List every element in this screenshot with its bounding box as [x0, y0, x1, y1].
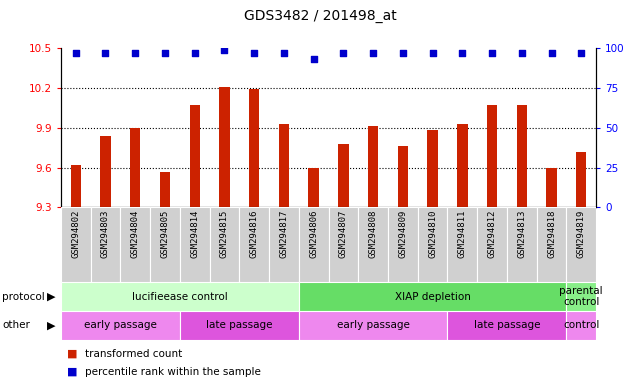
Point [190, 50, 200, 56]
Text: ■: ■ [67, 349, 78, 359]
Bar [477, 207, 507, 282]
Point [487, 50, 497, 56]
Bar [299, 311, 447, 340]
Bar [358, 207, 388, 282]
Bar [299, 207, 328, 282]
Bar [61, 207, 90, 282]
Bar [61, 311, 180, 340]
Bar [328, 207, 358, 282]
Text: control: control [563, 320, 599, 331]
Bar [388, 207, 418, 282]
Bar [279, 124, 289, 207]
Text: GSM294806: GSM294806 [309, 210, 318, 258]
Bar [428, 130, 438, 207]
Text: GSM294810: GSM294810 [428, 210, 437, 258]
Text: lucifieease control: lucifieease control [132, 291, 228, 302]
Bar [150, 207, 180, 282]
Bar [239, 207, 269, 282]
Text: GSM294815: GSM294815 [220, 210, 229, 258]
Point [368, 50, 378, 56]
Bar [447, 311, 567, 340]
Bar [308, 167, 319, 207]
Bar [210, 207, 239, 282]
Bar [457, 124, 467, 207]
Bar [61, 282, 299, 311]
Bar [567, 311, 596, 340]
Point [338, 50, 349, 56]
Text: GSM294803: GSM294803 [101, 210, 110, 258]
Point [101, 50, 111, 56]
Point [397, 50, 408, 56]
Text: GSM294805: GSM294805 [160, 210, 169, 258]
Point [457, 50, 467, 56]
Text: early passage: early passage [84, 320, 157, 331]
Text: GDS3482 / 201498_at: GDS3482 / 201498_at [244, 8, 397, 23]
Bar [507, 207, 537, 282]
Text: GSM294813: GSM294813 [517, 210, 526, 258]
Text: parental
control: parental control [560, 286, 603, 308]
Text: GSM294811: GSM294811 [458, 210, 467, 258]
Bar [71, 165, 81, 207]
Text: GSM294816: GSM294816 [250, 210, 259, 258]
Bar [537, 207, 567, 282]
Bar [100, 136, 111, 207]
Bar [487, 105, 497, 207]
Bar [418, 207, 447, 282]
Text: GSM294804: GSM294804 [131, 210, 140, 258]
Bar [180, 311, 299, 340]
Text: ■: ■ [67, 367, 78, 377]
Bar [90, 207, 121, 282]
Text: GSM294817: GSM294817 [279, 210, 288, 258]
Bar [190, 105, 200, 207]
Text: late passage: late passage [474, 320, 540, 331]
Bar [180, 207, 210, 282]
Text: GSM294808: GSM294808 [369, 210, 378, 258]
Bar [517, 105, 527, 207]
Text: early passage: early passage [337, 320, 410, 331]
Point [249, 50, 260, 56]
Text: GSM294818: GSM294818 [547, 210, 556, 258]
Text: GSM294809: GSM294809 [398, 210, 407, 258]
Bar [299, 282, 567, 311]
Point [428, 50, 438, 56]
Point [308, 56, 319, 62]
Bar [576, 152, 587, 207]
Text: GSM294819: GSM294819 [577, 210, 586, 258]
Text: percentile rank within the sample: percentile rank within the sample [85, 367, 261, 377]
Text: late passage: late passage [206, 320, 272, 331]
Bar [397, 146, 408, 207]
Text: protocol: protocol [2, 291, 45, 302]
Bar [130, 127, 140, 207]
Text: transformed count: transformed count [85, 349, 183, 359]
Bar [546, 167, 557, 207]
Point [546, 50, 556, 56]
Text: GSM294807: GSM294807 [339, 210, 348, 258]
Point [130, 50, 140, 56]
Bar [567, 207, 596, 282]
Bar [121, 207, 150, 282]
Bar [567, 282, 596, 311]
Text: GSM294814: GSM294814 [190, 210, 199, 258]
Point [219, 46, 229, 53]
Text: GSM294812: GSM294812 [488, 210, 497, 258]
Bar [447, 207, 477, 282]
Bar [249, 89, 260, 207]
Bar [160, 172, 170, 207]
Point [279, 50, 289, 56]
Point [160, 50, 170, 56]
Point [71, 50, 81, 56]
Text: ▶: ▶ [47, 291, 56, 302]
Text: GSM294802: GSM294802 [71, 210, 80, 258]
Point [576, 50, 587, 56]
Text: other: other [2, 320, 29, 331]
Bar [368, 126, 378, 207]
Bar [219, 86, 229, 207]
Bar [269, 207, 299, 282]
Point [517, 50, 527, 56]
Text: ▶: ▶ [47, 320, 56, 331]
Bar [338, 144, 349, 207]
Text: XIAP depletion: XIAP depletion [395, 291, 470, 302]
